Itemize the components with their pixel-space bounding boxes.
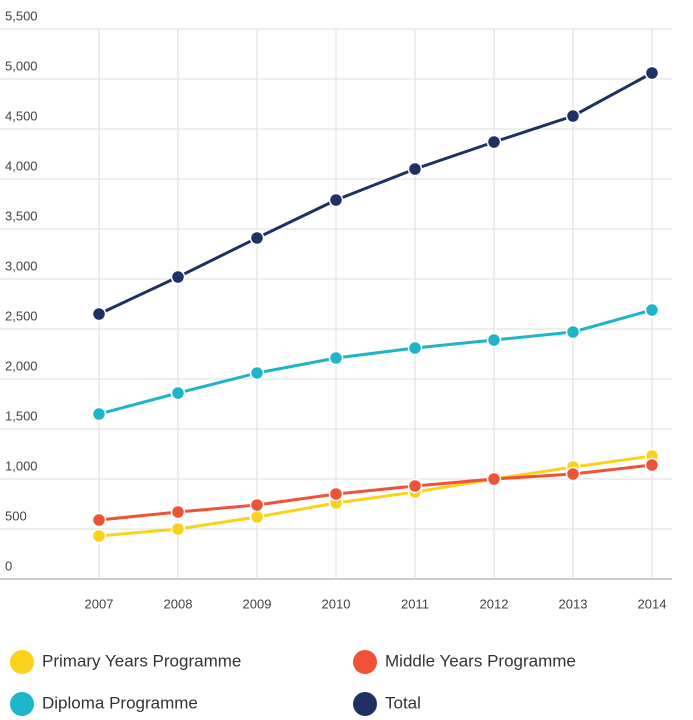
x-tick-label: 2008 xyxy=(164,596,193,611)
x-tick-label: 2014 xyxy=(638,596,667,611)
legend-label: Diploma Programme xyxy=(42,693,198,712)
y-tick-label: 500 xyxy=(5,508,27,523)
series-line xyxy=(98,71,653,316)
y-tick-label: 3,500 xyxy=(5,208,38,223)
data-point xyxy=(486,332,502,348)
data-point xyxy=(170,504,186,520)
data-point xyxy=(328,192,344,208)
data-point xyxy=(91,512,107,528)
data-point xyxy=(249,497,265,513)
series-line xyxy=(98,308,653,416)
series-line xyxy=(98,454,653,538)
x-tick-label: 2012 xyxy=(480,596,509,611)
data-point xyxy=(328,486,344,502)
data-point xyxy=(170,385,186,401)
data-point xyxy=(565,108,581,124)
y-tick-label: 0 xyxy=(5,558,12,573)
legend-label: Middle Years Programme xyxy=(385,651,576,670)
data-point xyxy=(91,528,107,544)
legend-swatch xyxy=(10,650,34,674)
y-tick-label: 4,500 xyxy=(5,108,38,123)
data-point xyxy=(644,65,660,81)
y-tick-label: 4,000 xyxy=(5,158,38,173)
data-point xyxy=(170,521,186,537)
data-point xyxy=(644,302,660,318)
data-point xyxy=(249,509,265,525)
data-point xyxy=(170,269,186,285)
legend-swatch xyxy=(353,650,377,674)
data-point xyxy=(249,230,265,246)
y-tick-label: 3,000 xyxy=(5,258,38,273)
y-tick-label: 1,500 xyxy=(5,408,38,423)
x-tick-label: 2013 xyxy=(559,596,588,611)
x-tick-label: 2011 xyxy=(401,596,429,611)
data-point xyxy=(565,466,581,482)
data-point xyxy=(91,406,107,422)
y-tick-label: 2,500 xyxy=(5,308,38,323)
data-point xyxy=(486,134,502,150)
x-tick-label: 2007 xyxy=(85,596,114,611)
data-point xyxy=(565,324,581,340)
legend-label: Primary Years Programme xyxy=(42,651,241,670)
data-point xyxy=(486,471,502,487)
y-tick-label: 2,000 xyxy=(5,358,38,373)
series-line xyxy=(98,463,653,522)
x-tick-label: 2010 xyxy=(322,596,351,611)
y-tick-label: 1,000 xyxy=(5,458,38,473)
data-point xyxy=(644,457,660,473)
data-point xyxy=(407,161,423,177)
data-point xyxy=(407,478,423,494)
legend-swatch xyxy=(353,692,377,716)
legend-swatch xyxy=(10,692,34,716)
y-tick-label: 5,000 xyxy=(5,58,38,73)
data-point xyxy=(328,350,344,366)
data-point xyxy=(407,340,423,356)
legend-label: Total xyxy=(385,693,421,712)
x-tick-label: 2009 xyxy=(243,596,272,611)
data-point xyxy=(249,365,265,381)
data-point xyxy=(91,306,107,322)
y-tick-label: 5,500 xyxy=(5,8,38,23)
